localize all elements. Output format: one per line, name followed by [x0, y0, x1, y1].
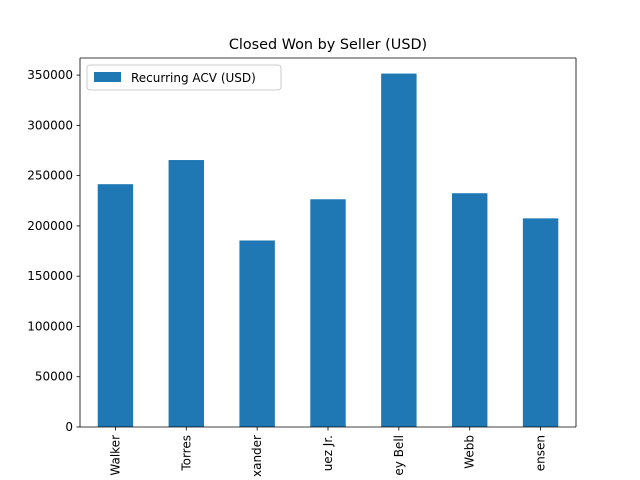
legend-swatch [94, 72, 121, 82]
x-tick-label-2: xander [250, 435, 264, 477]
bar-2 [239, 240, 275, 427]
y-tick-label-1: 50000 [35, 370, 73, 384]
legend: Recurring ACV (USD) [86, 64, 282, 91]
legend-box [86, 64, 282, 91]
y-tick-label-7: 350000 [27, 68, 73, 82]
y-tick-label-6: 300000 [27, 118, 73, 132]
plot-area: 0 50000 100000 150000 200000 250000 300000 3500… [27, 57, 577, 477]
bar-3 [310, 199, 346, 427]
y-tick-label-4: 200000 [27, 219, 73, 233]
x-tick-label-4: ey Bell [392, 435, 406, 476]
x-tick-label-0: Walker [108, 435, 122, 476]
y-tick-label-5: 250000 [27, 169, 73, 183]
bar-6 [522, 218, 559, 427]
x-tick-label-6: ensen [534, 435, 548, 471]
y-tick-label-3: 150000 [27, 269, 73, 283]
bar-1 [168, 160, 204, 427]
bar-0 [97, 184, 134, 427]
y-tick-label-0: 0 [65, 420, 73, 434]
bar-5 [452, 193, 488, 427]
chart-title: Closed Won by Seller (USD) [229, 37, 427, 53]
y-tick-label-2: 100000 [27, 319, 73, 333]
x-tick-label-1: Torres [179, 435, 193, 472]
x-tick-label-5: Webb [463, 435, 477, 469]
bar-4 [381, 73, 417, 427]
x-tick-label-3: uez Jr. [321, 435, 335, 471]
legend-label: Recurring ACV (USD) [131, 71, 256, 85]
